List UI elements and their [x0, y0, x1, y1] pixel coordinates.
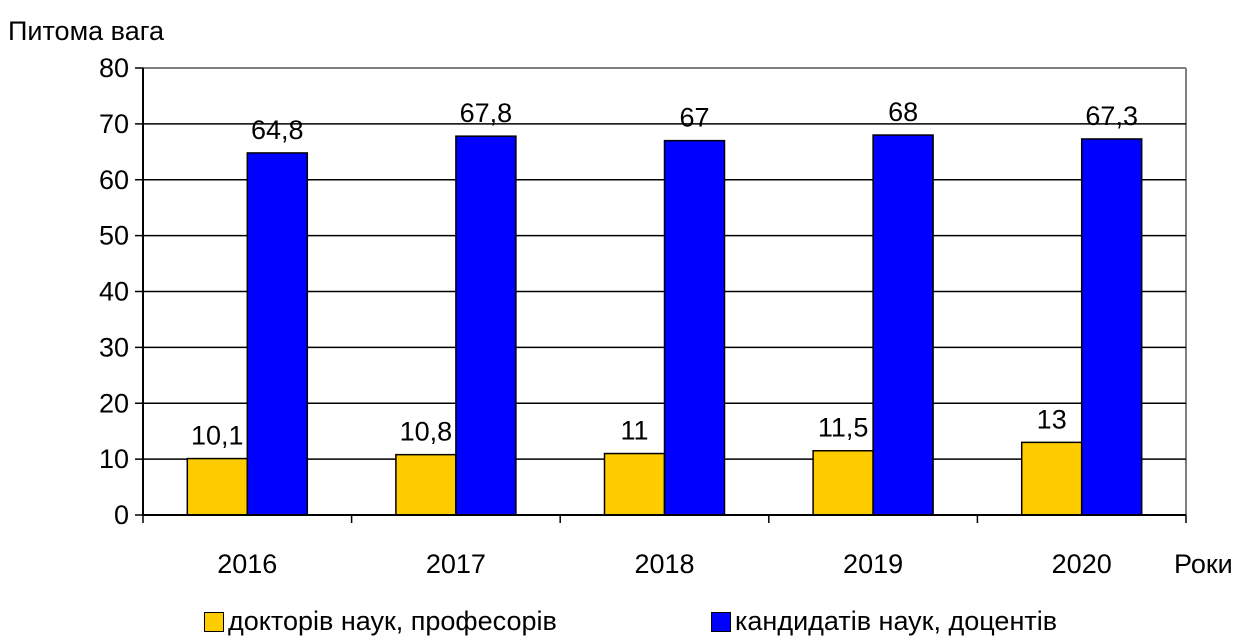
y-tick-label: 0 — [114, 500, 129, 530]
x-axis-title: Роки — [1174, 549, 1233, 579]
data-label: 11,5 — [818, 413, 869, 443]
data-label: 64,8 — [251, 115, 304, 145]
axes — [135, 67, 1187, 523]
x-tick-label: 2016 — [217, 549, 277, 579]
x-tick-labels: 2016 2017 2018 2019 2020 — [217, 549, 1111, 579]
data-label: 10,1 — [191, 421, 244, 451]
y-tick-label: 20 — [99, 388, 129, 418]
data-label: 67 — [679, 103, 709, 133]
x-tick-label: 2020 — [1052, 549, 1112, 579]
y-tick-labels: 0 10 20 30 40 50 60 70 80 — [99, 53, 129, 530]
data-labels: 10,1 64,8 10,8 67,8 11 67 11,5 68 13 67,3 — [191, 97, 1138, 451]
x-tick-label: 2017 — [426, 549, 486, 579]
bar-candidates — [455, 135, 517, 516]
bar-candidates — [246, 152, 309, 516]
legend-item-candidates: кандидатів наук, доцентів — [711, 606, 1057, 637]
bar-doctors — [812, 449, 874, 516]
bar-doctors — [395, 453, 457, 516]
y-tick-label: 40 — [99, 277, 129, 307]
bar-candidates — [1080, 138, 1143, 516]
y-tick-label: 10 — [99, 444, 129, 474]
bar-doctors — [186, 457, 249, 516]
y-tick-label: 30 — [99, 332, 129, 362]
bar-candidates — [872, 134, 934, 516]
bar-candidates — [663, 139, 726, 516]
bar-doctors — [603, 452, 666, 516]
data-label: 10,8 — [400, 417, 453, 447]
data-label: 11 — [620, 416, 648, 446]
bar-doctors — [1020, 441, 1083, 516]
data-label: 68 — [888, 97, 918, 127]
y-axis-title: Питома вага — [8, 16, 165, 46]
y-tick-label: 80 — [99, 53, 129, 83]
legend-label-candidates: кандидатів наук, доцентів — [735, 606, 1058, 636]
legend-swatch-candidates — [711, 611, 731, 632]
legend-item-doctors: докторів наук, професорів — [204, 606, 557, 637]
data-label: 67,8 — [460, 98, 513, 128]
data-label: 67,3 — [1085, 101, 1138, 131]
legend-swatch-doctors — [204, 611, 224, 632]
y-tick-label: 70 — [99, 109, 129, 139]
x-tick-label: 2018 — [634, 549, 694, 579]
legend-label-doctors: докторів наук, професорів — [228, 606, 557, 636]
y-tick-label: 60 — [99, 165, 129, 195]
y-tick-label: 50 — [99, 221, 129, 251]
data-label: 13 — [1037, 404, 1067, 434]
bars-group — [186, 134, 1143, 516]
x-tick-label: 2019 — [843, 549, 903, 579]
legend: докторів наук, професорів кандидатів нау… — [0, 606, 1247, 640]
